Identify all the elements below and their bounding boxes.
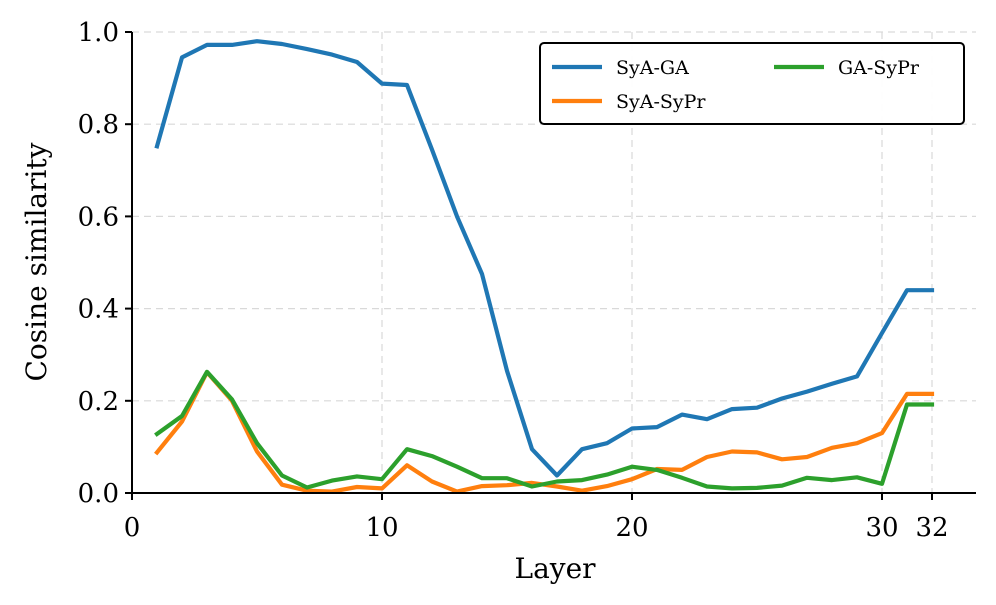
x-tick-label: 32 bbox=[915, 513, 948, 543]
x-tick-label: 20 bbox=[615, 513, 648, 543]
plot-area bbox=[154, 39, 935, 494]
x-tick-label: 0 bbox=[124, 513, 141, 543]
legend-label: GA-SyPr bbox=[838, 57, 920, 79]
x-tick-label: 10 bbox=[365, 513, 398, 543]
y-tick-label: 1.0 bbox=[78, 18, 119, 48]
series-line-sya-ga bbox=[154, 39, 935, 478]
x-tick-label: 30 bbox=[865, 513, 898, 543]
legend: SyA-GA SyA-SyPr GA-SyPr bbox=[539, 42, 965, 125]
axes bbox=[131, 32, 976, 494]
y-tick-label: 0.6 bbox=[78, 202, 119, 232]
ticks: 0.0 0.2 0.4 0.6 0.8 1.0 0 10 20 30 32 bbox=[78, 18, 949, 543]
legend-frame bbox=[539, 42, 965, 125]
series-line-ga-sypr bbox=[154, 369, 935, 491]
y-tick-label: 0.0 bbox=[78, 479, 119, 509]
y-axis-title: Cosine similarity bbox=[20, 142, 53, 381]
legend-label: SyA-GA bbox=[616, 57, 689, 79]
y-tick-label: 0.4 bbox=[78, 295, 119, 325]
y-tick-label: 0.2 bbox=[78, 387, 119, 417]
x-axis-title: Layer bbox=[514, 552, 596, 585]
legend-label: SyA-SyPr bbox=[616, 91, 706, 113]
y-tick-label: 0.8 bbox=[78, 110, 119, 140]
